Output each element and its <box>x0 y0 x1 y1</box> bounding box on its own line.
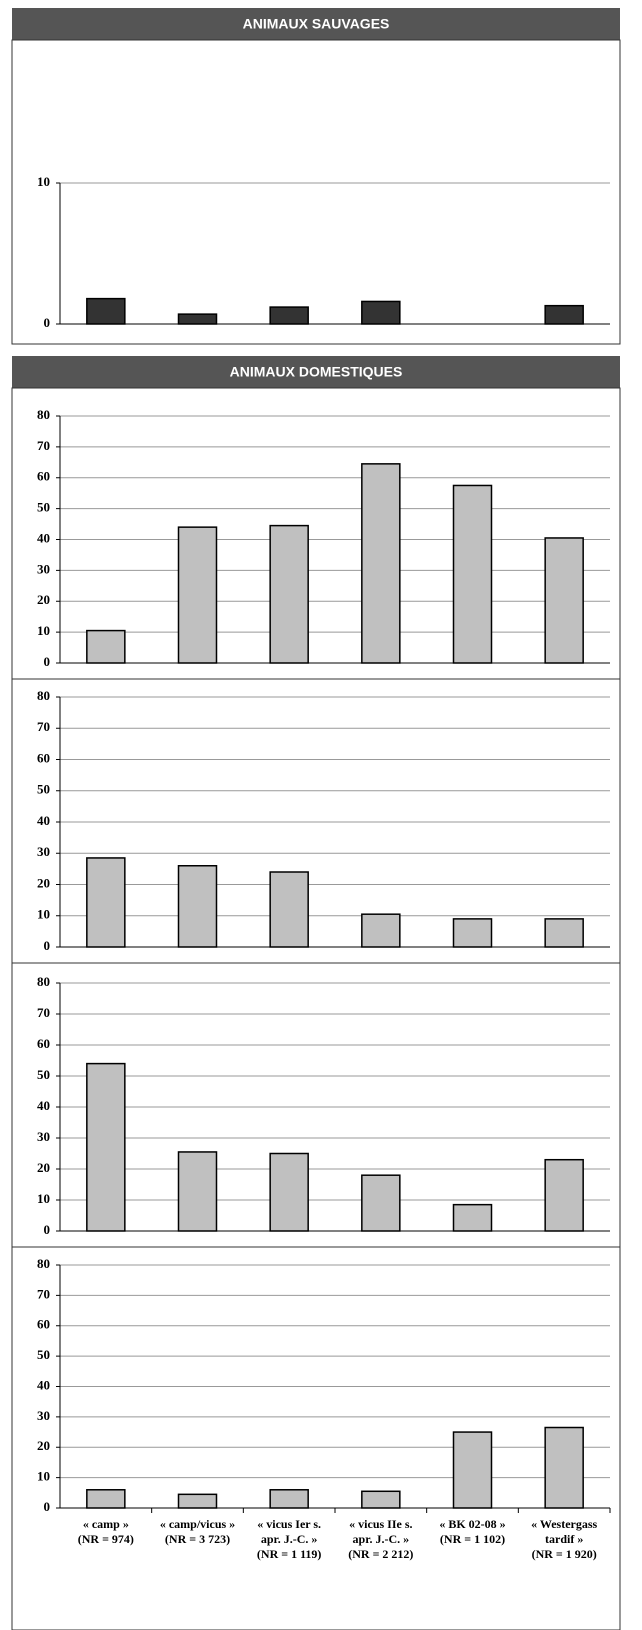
y-tick-label: 0 <box>44 938 51 953</box>
x-tick-label: « vicus Ier s. <box>257 1517 321 1531</box>
y-tick-label: 10 <box>37 1469 50 1484</box>
y-tick-label: 60 <box>37 750 50 765</box>
y-tick-label: 10 <box>37 174 50 189</box>
bar <box>177 313 218 325</box>
panel-header <box>12 356 620 388</box>
bar <box>544 304 584 325</box>
y-tick-label: 80 <box>37 407 50 422</box>
panel-frame <box>11 39 621 345</box>
y-tick-label: 60 <box>37 1036 50 1051</box>
bar <box>86 1489 126 1509</box>
y-tick-label: 50 <box>37 1347 50 1362</box>
y-tick-label: 30 <box>37 1129 50 1144</box>
x-tick-label: (NR = 1 102) <box>440 1532 505 1546</box>
y-tick-label: 10 <box>37 1191 50 1206</box>
bar <box>544 918 584 948</box>
y-tick-label: 40 <box>37 1098 50 1113</box>
x-tick-label: apr. J.-C. » <box>353 1532 410 1546</box>
bar <box>269 871 309 948</box>
panel-header <box>12 8 620 40</box>
y-tick-label: 20 <box>37 592 50 607</box>
bar <box>544 1158 584 1232</box>
y-tick-label: 80 <box>37 974 50 989</box>
bar <box>86 1062 126 1232</box>
y-tick-label: 0 <box>44 1499 51 1514</box>
y-tick-label: 0 <box>44 654 51 669</box>
y-tick-label: 0 <box>44 315 51 330</box>
x-tick-label: « Westergass <box>531 1517 597 1531</box>
bar <box>361 1174 401 1232</box>
y-tick-label: 0 <box>44 1222 51 1237</box>
x-tick-label: (NR = 2 212) <box>348 1547 413 1561</box>
bar <box>269 1489 309 1509</box>
bar <box>544 1426 584 1509</box>
y-tick-label: 10 <box>37 907 50 922</box>
y-tick-label: 50 <box>37 500 50 515</box>
y-tick-label: 70 <box>37 1286 50 1301</box>
bar <box>452 1203 493 1232</box>
y-tick-label: 20 <box>37 1160 50 1175</box>
y-tick-label: 30 <box>37 561 50 576</box>
x-tick-label: « vicus IIe s. <box>349 1517 412 1531</box>
y-tick-label: 70 <box>37 1005 50 1020</box>
y-tick-label: 10 <box>37 623 50 638</box>
x-tick-label: apr. J.-C. » <box>261 1532 318 1546</box>
bar <box>361 463 401 664</box>
y-tick-label: 60 <box>37 469 50 484</box>
x-tick-label: « camp » <box>83 1517 129 1531</box>
x-tick-label: (NR = 974) <box>78 1532 134 1546</box>
y-tick-label: 30 <box>37 1408 50 1423</box>
y-tick-label: 70 <box>37 719 50 734</box>
bar <box>177 865 218 948</box>
y-tick-label: 70 <box>37 438 50 453</box>
y-tick-label: 80 <box>37 1256 50 1271</box>
bar <box>361 300 401 325</box>
x-tick-label: « camp/vicus » <box>160 1517 235 1531</box>
y-tick-label: 40 <box>37 1377 50 1392</box>
x-tick-label: (NR = 1 119) <box>257 1547 322 1561</box>
bar <box>177 1493 218 1509</box>
panel-frame <box>11 1246 621 1630</box>
panel-title: ANIMAUX DOMESTIQUES <box>230 364 403 380</box>
x-tick-label: tardif » <box>545 1532 583 1546</box>
bar <box>452 484 493 664</box>
x-tick-label: « BK 02-08 » <box>439 1517 505 1531</box>
x-tick-label: (NR = 3 723) <box>165 1532 230 1546</box>
y-tick-label: 40 <box>37 813 50 828</box>
bar <box>269 524 309 664</box>
x-tick-label: (NR = 1 920) <box>532 1547 597 1561</box>
y-tick-label: 40 <box>37 530 50 545</box>
y-tick-label: 20 <box>37 875 50 890</box>
bar <box>361 913 401 948</box>
bar <box>177 1151 218 1232</box>
bar <box>269 306 309 325</box>
panel-title: ANIMAUX SAUVAGES <box>243 16 390 32</box>
bar <box>452 1431 493 1509</box>
y-tick-label: 20 <box>37 1438 50 1453</box>
y-tick-label: 50 <box>37 1067 50 1082</box>
y-tick-label: 50 <box>37 782 50 797</box>
bar <box>361 1490 401 1509</box>
bar <box>86 857 126 948</box>
bar <box>452 918 493 948</box>
bar <box>177 526 218 664</box>
bar <box>86 297 126 325</box>
y-tick-label: 60 <box>37 1317 50 1332</box>
y-tick-label: 80 <box>37 688 50 703</box>
bar <box>86 629 126 664</box>
bar <box>544 537 584 664</box>
y-tick-label: 30 <box>37 844 50 859</box>
bar <box>269 1152 309 1232</box>
